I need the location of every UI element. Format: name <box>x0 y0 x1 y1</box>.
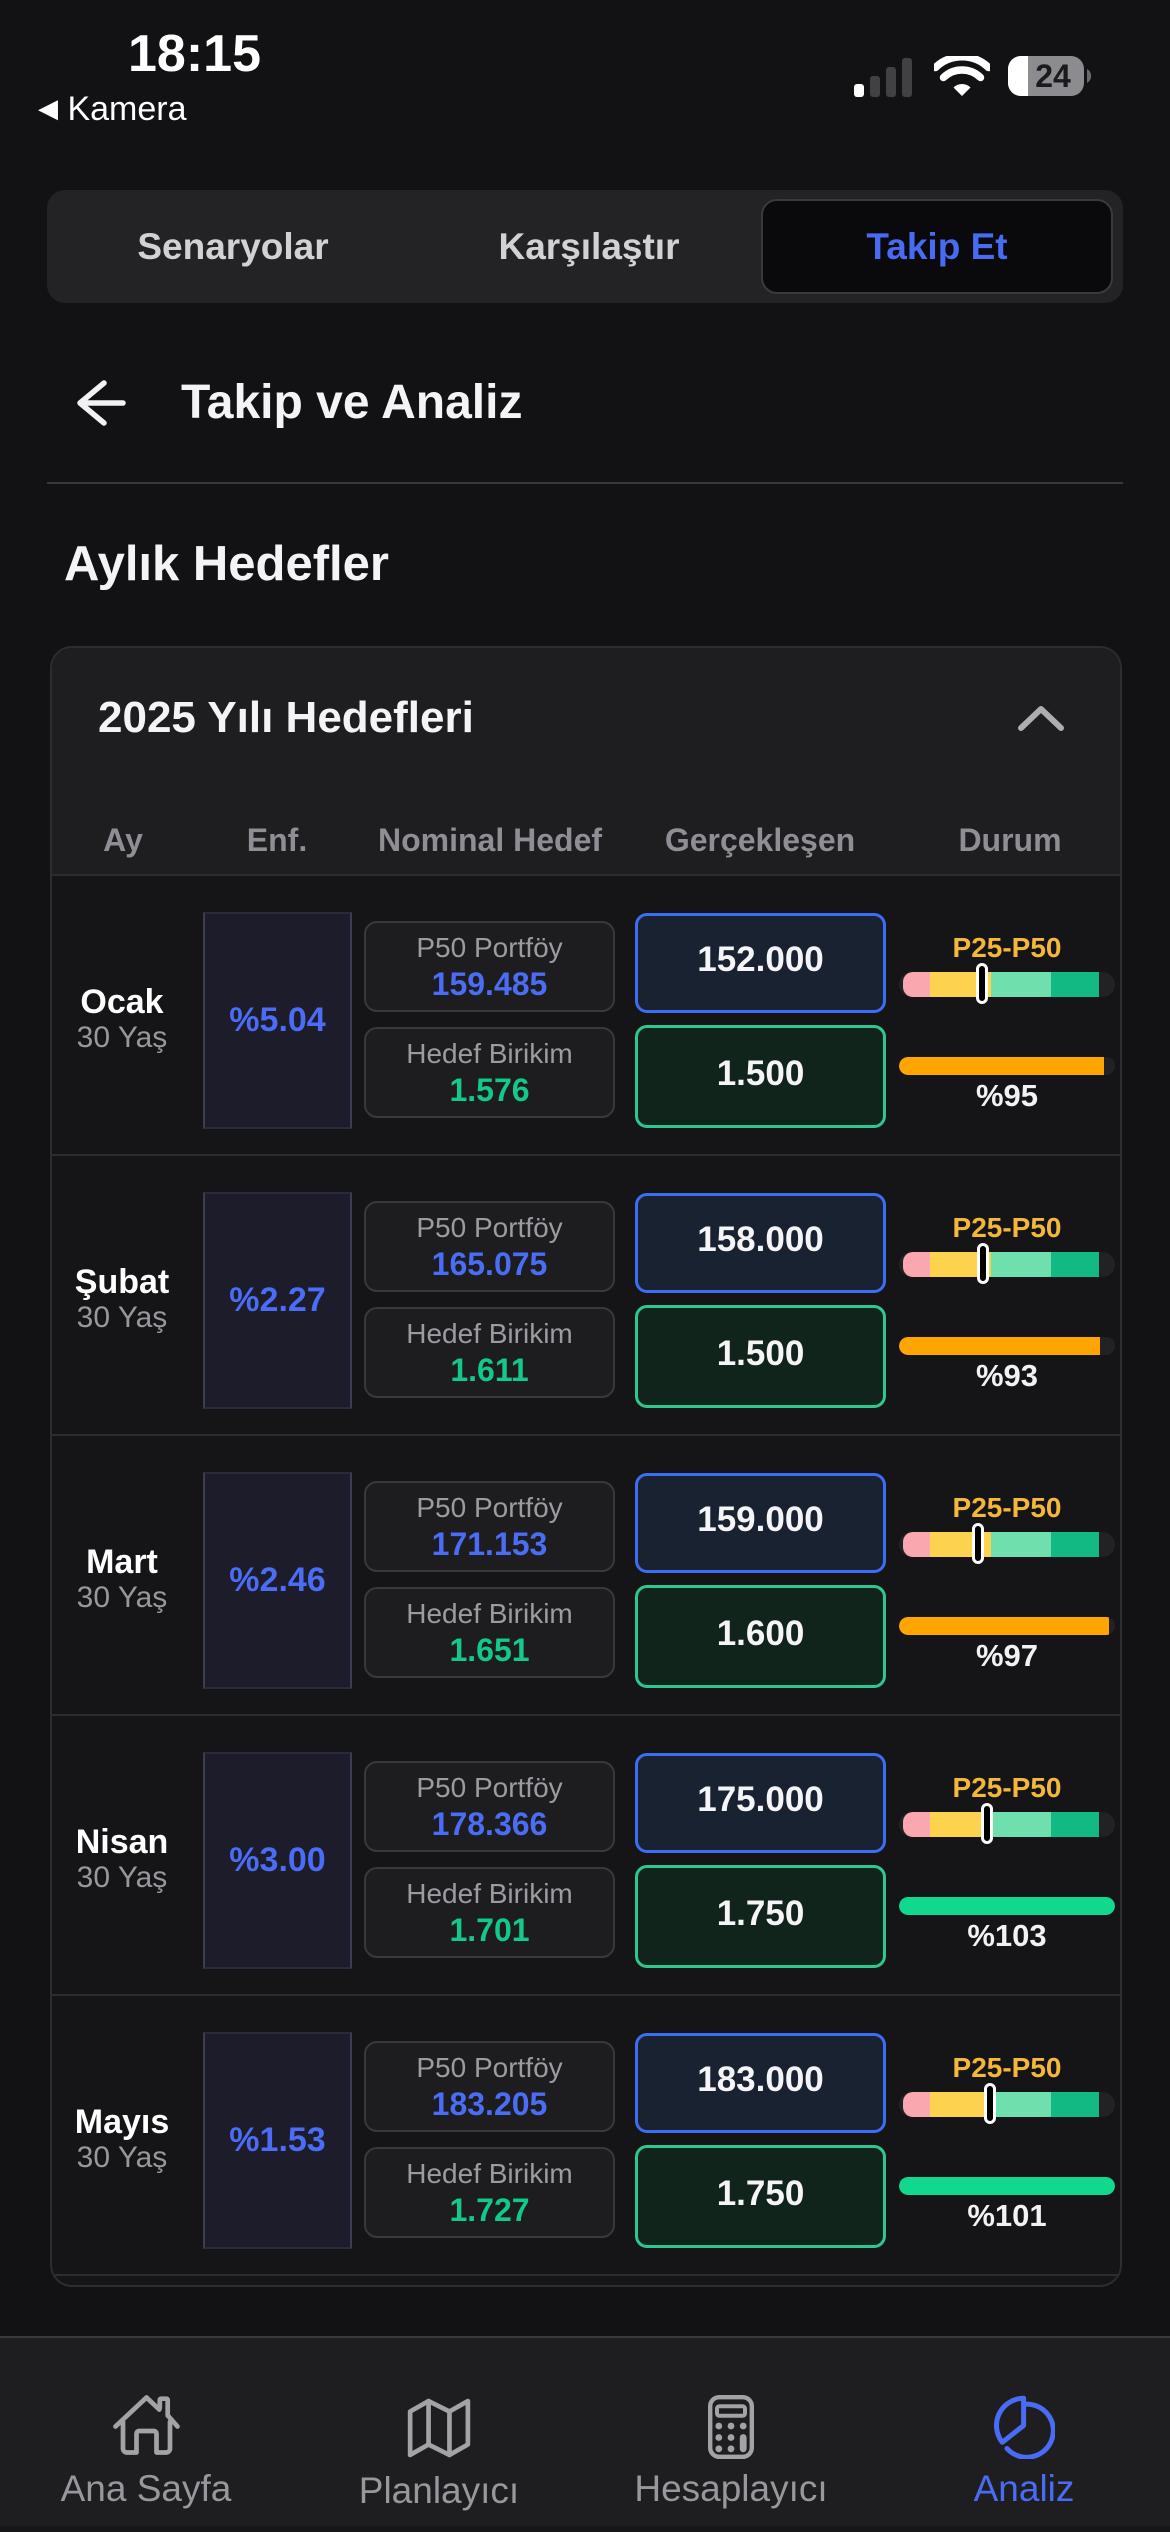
svg-text:24: 24 <box>1035 58 1071 94</box>
